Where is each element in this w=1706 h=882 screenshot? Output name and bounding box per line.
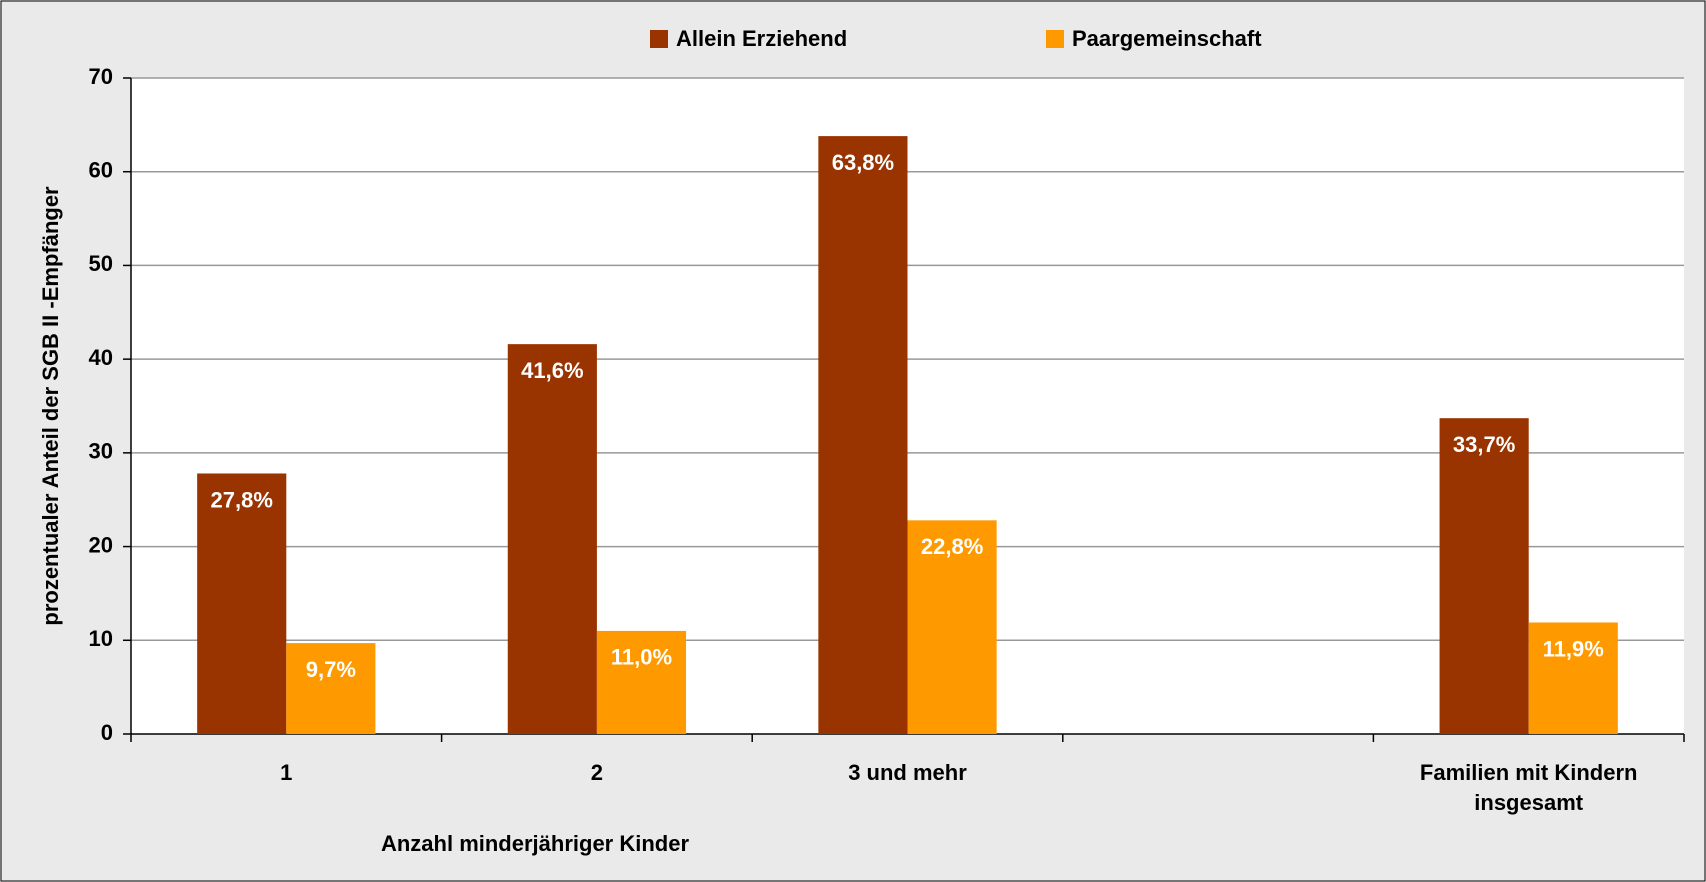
legend-label: Paargemeinschaft — [1072, 26, 1262, 51]
bar — [286, 643, 376, 734]
bar — [596, 630, 687, 734]
y-tick-label: 70 — [89, 64, 113, 89]
y-tick-label: 30 — [89, 439, 113, 464]
value-label: 11,0% — [611, 645, 672, 670]
legend-swatch — [1046, 30, 1064, 48]
legend-swatch — [650, 30, 668, 48]
bar — [907, 520, 997, 734]
x-tick-label: Familien mit Kindern insgesamt — [1419, 760, 1638, 815]
y-axis-title: prozentualer Anteil der SGB II -Empfänge… — [38, 186, 63, 626]
legend-label: Allein Erziehend — [676, 26, 847, 51]
value-label: 27,8% — [211, 487, 273, 512]
y-tick-label: 10 — [89, 626, 113, 651]
value-label: 22,8% — [921, 534, 983, 559]
y-tick-label: 60 — [89, 158, 113, 183]
y-tick-label: 50 — [89, 251, 113, 276]
bar — [197, 473, 287, 734]
x-tick-label: 2 — [590, 760, 604, 785]
bar — [1439, 418, 1529, 734]
bar — [818, 136, 908, 735]
x-tick-label: 1 — [280, 760, 293, 785]
y-tick-label: 20 — [89, 532, 113, 557]
bar — [507, 344, 597, 734]
value-label: 33,7% — [1453, 432, 1515, 457]
value-label: 9,7% — [306, 657, 356, 682]
x-axis-title: Anzahl minderjähriger Kinder — [381, 831, 689, 856]
bar — [1528, 622, 1618, 734]
value-label: 41,6% — [521, 358, 583, 383]
x-tick-label: 3 und mehr — [848, 760, 967, 785]
y-tick-label: 0 — [101, 720, 113, 745]
value-label: 11,9% — [1543, 636, 1604, 661]
y-tick-label: 40 — [89, 345, 113, 370]
value-label: 63,8% — [832, 150, 894, 175]
